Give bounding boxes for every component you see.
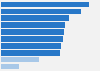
Bar [1,15,69,21]
Bar [1,2,89,7]
Bar [1,57,39,62]
Bar [1,43,61,49]
Bar [1,64,19,69]
Bar [1,36,63,42]
Bar [1,9,81,14]
Bar [1,50,60,56]
Bar [1,29,64,35]
Bar [1,22,65,28]
